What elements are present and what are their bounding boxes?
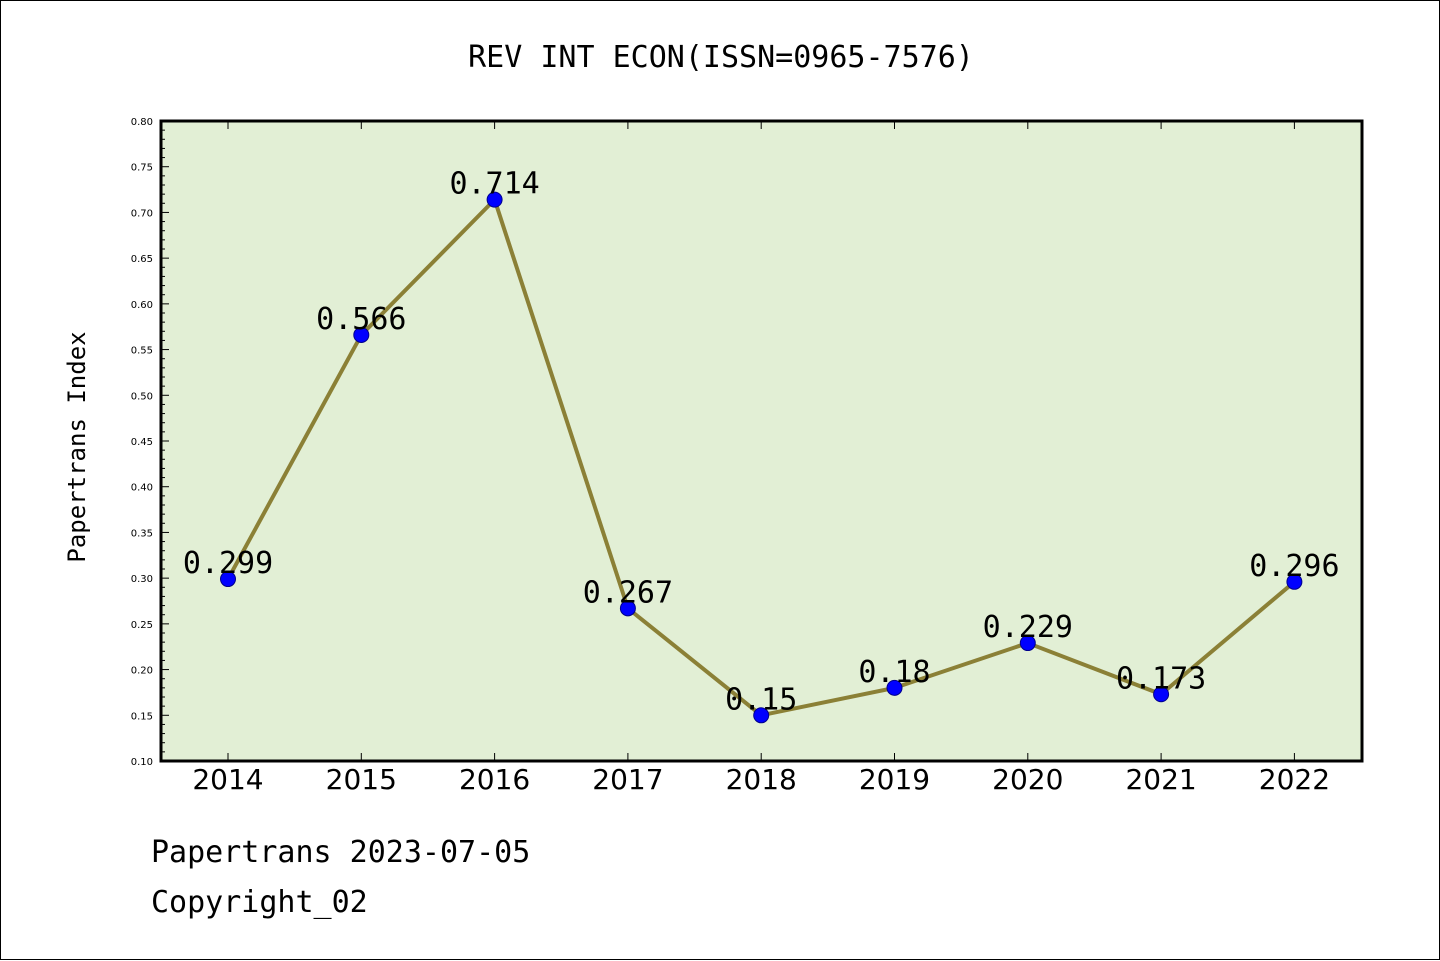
- data-point: [1019, 635, 1036, 652]
- y-axis-label: Papertrans Index: [63, 331, 91, 562]
- x-tick-label: 2015: [326, 763, 397, 796]
- data-label: 0.15: [725, 682, 797, 717]
- data-label: 0.299: [183, 546, 273, 581]
- y-tick-label: 0.25: [131, 620, 153, 631]
- y-tick-label: 0.40: [131, 483, 153, 494]
- plot-area: [161, 121, 1362, 761]
- data-point: [619, 600, 636, 617]
- data-label: 0.714: [449, 167, 539, 202]
- data-point: [486, 191, 503, 208]
- footer-date: Papertrans 2023-07-05: [151, 835, 531, 870]
- x-tick-label: 2021: [1125, 763, 1196, 796]
- data-point: [886, 679, 903, 696]
- y-tick-label: 0.30: [131, 574, 153, 585]
- x-tick-label: 2020: [992, 763, 1063, 796]
- data-label: 0.18: [858, 655, 930, 690]
- y-tick-label: 0.15: [131, 711, 153, 722]
- chart-title: REV INT ECON(ISSN=0965-7576): [468, 40, 974, 75]
- y-tick-label: 0.75: [131, 163, 153, 174]
- data-label: 0.173: [1116, 661, 1206, 696]
- x-tick-label: 2019: [859, 763, 930, 796]
- x-tick-label: 2022: [1259, 763, 1330, 796]
- y-tick-label: 0.45: [131, 437, 153, 448]
- data-labels: 0.299 0.566 0.714 0.267 0.15 0.18 0.229 0.173 0.…: [183, 167, 1340, 718]
- y-tick-label: 0.20: [131, 666, 153, 677]
- x-tick-labels: 2014 2015 2016 2017 2018 2019 2020 2021 2022: [192, 763, 1330, 796]
- y-tick-labels: 0.10 0.15 0.20 0.25 0.30 0.35 0.40 0.45 0.50 0.55…: [131, 117, 153, 768]
- y-tick-label: 0.10: [131, 757, 153, 768]
- data-label: 0.229: [983, 610, 1073, 645]
- y-tick-label: 0.80: [131, 117, 153, 128]
- y-tick-label: 0.50: [131, 391, 153, 402]
- y-tick-label: 0.70: [131, 208, 153, 219]
- y-tick-label: 0.55: [131, 346, 153, 357]
- plot-frame: [159, 119, 1364, 763]
- x-tick-label: 2016: [459, 763, 530, 796]
- data-label: 0.267: [583, 575, 673, 610]
- footer-copyright: Copyright_02: [151, 885, 368, 920]
- y-tick-label: 0.65: [131, 254, 153, 265]
- y-tick-label: 0.60: [131, 300, 153, 311]
- data-label: 0.296: [1249, 549, 1339, 584]
- data-point: [220, 571, 236, 588]
- data-point: [353, 326, 370, 343]
- data-point: [1286, 573, 1303, 590]
- data-label: 0.566: [316, 302, 406, 337]
- x-tick-label: 2014: [192, 763, 263, 796]
- x-tick-label: 2017: [592, 763, 663, 796]
- data-point: [753, 707, 770, 724]
- x-tick-label: 2018: [726, 763, 797, 796]
- series-layer: [220, 191, 1303, 724]
- data-point: [1153, 686, 1170, 703]
- y-tick-label: 0.35: [131, 528, 153, 539]
